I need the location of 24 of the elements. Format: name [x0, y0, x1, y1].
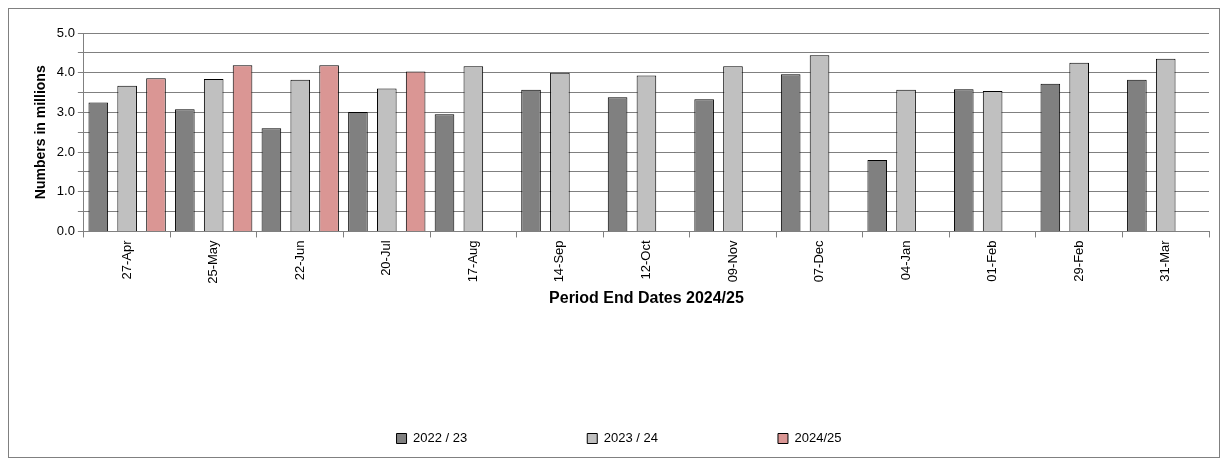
- x-tick-label: 12-Oct: [638, 240, 654, 280]
- x-tick-label: 07-Dec: [811, 239, 827, 283]
- x-tick-label: 09-Nov: [724, 239, 740, 283]
- x-tick-label: 04-Jan: [897, 240, 913, 281]
- x-tick-label: 29-Feb: [1070, 240, 1086, 282]
- y-tick-label: 4.0: [56, 64, 75, 80]
- y-axis-title: Numbers in millions: [32, 65, 49, 200]
- x-tick-label: 25-May: [205, 239, 221, 284]
- legend-label: 2022 / 23: [413, 430, 468, 446]
- x-tick-label: 20-Jul: [378, 240, 394, 276]
- x-tick-label: 01-Feb: [984, 240, 1000, 282]
- x-tick-label: 17-Aug: [464, 240, 480, 283]
- y-tick-label: 2.0: [56, 143, 75, 159]
- legend-label: 2023 / 24: [603, 430, 658, 446]
- x-tick-label: 14-Sep: [551, 240, 567, 283]
- y-tick-label: 3.0: [56, 103, 75, 119]
- y-tick-label: 5.0: [56, 24, 75, 40]
- x-tick-label: 22-Jun: [291, 240, 307, 281]
- x-axis-title: Period End Dates 2024/25: [549, 288, 744, 306]
- x-tick-label: 31-Mar: [1157, 239, 1173, 282]
- x-tick-label: 27-Apr: [118, 239, 134, 280]
- y-tick-label: 0.0: [56, 223, 75, 239]
- y-tick-label: 1.0: [56, 183, 75, 199]
- legend-label: 2024/25: [794, 430, 842, 446]
